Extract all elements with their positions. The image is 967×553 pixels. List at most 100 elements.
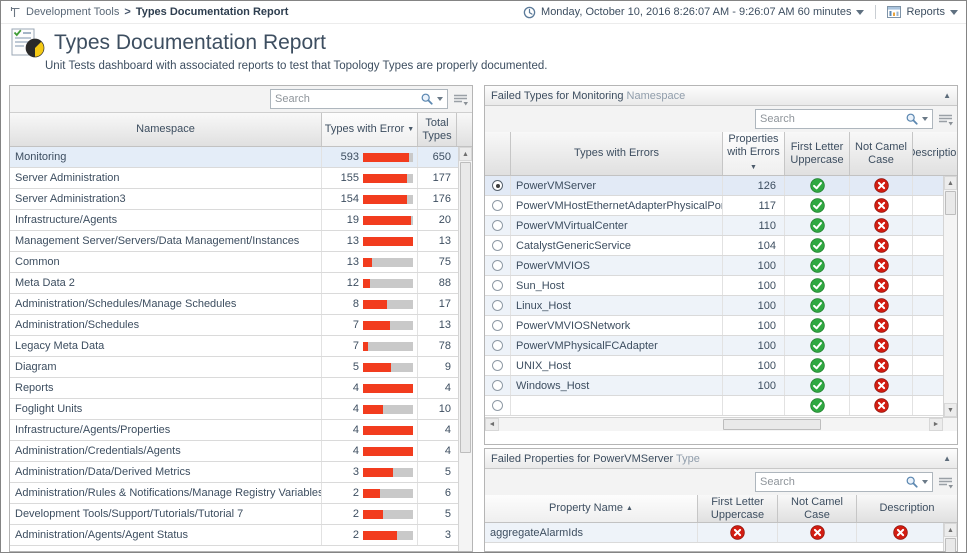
table-row[interactable]: Infrastructure/Agents 19 20 [10,210,458,231]
radio-button[interactable] [492,260,503,271]
scrollbar-track[interactable] [944,216,957,403]
table-customizer-icon[interactable] [452,93,469,106]
search-icon[interactable] [420,92,434,106]
radio-button[interactable] [492,320,503,331]
collapse-panel-icon[interactable]: ▲ [943,454,951,463]
scrollbar-thumb[interactable] [460,162,471,453]
scrollbar-thumb[interactable] [722,419,822,430]
types-with-error-cell: 2 [322,525,418,545]
table-row[interactable]: UNIX_Host 100 [485,356,943,376]
scrollbar-thumb[interactable] [945,538,956,552]
reports-dropdown-icon[interactable] [950,9,958,15]
table-row[interactable]: Management Server/Servers/Data Managemen… [10,231,458,252]
scroll-up-icon[interactable]: ▲ [459,147,472,161]
radio-button[interactable] [492,360,503,371]
table-row[interactable]: Legacy Meta Data 7 78 [10,336,458,357]
table-row[interactable]: PowerVMHostEthernetAdapterPhysicalPort 11… [485,196,943,216]
table-row[interactable]: PowerVMServer 126 [485,176,943,196]
radio-button[interactable] [492,180,503,191]
collapse-panel-icon[interactable]: ▲ [943,91,951,100]
table-row[interactable]: Linux_Host 100 [485,296,943,316]
radio-button[interactable] [492,340,503,351]
table-row[interactable]: Infrastructure/Agents/Properties 4 4 [10,420,458,441]
search-input[interactable] [760,113,902,125]
column-header-types-with-errors[interactable]: Types with Errors [511,132,723,175]
table-row[interactable] [485,396,943,416]
table-row[interactable]: Diagram 5 9 [10,357,458,378]
table-row[interactable]: Sun_Host 100 [485,276,943,296]
error-count: 155 [340,172,359,184]
column-header-namespace[interactable]: Namespace [10,113,322,146]
search-options-dropdown-icon[interactable] [437,97,443,101]
table-row[interactable]: PowerVMVIOSNetwork 100 [485,316,943,336]
scroll-right-icon[interactable]: ► [929,418,943,431]
scrollbar-thumb[interactable] [945,191,956,215]
table-row[interactable]: Administration/Credentials/Agents 4 4 [10,441,458,462]
error-ratio-bar-fill [363,257,372,267]
error-ratio-bar-fill [363,425,413,435]
table-row[interactable]: PowerVMPhysicalFCAdapter 100 [485,336,943,356]
table-row[interactable]: Administration/Rules & Notifications/Man… [10,483,458,504]
table-row[interactable]: aggregateAlarmIds [485,523,943,543]
namespaces-vertical-scrollbar[interactable]: ▲ [458,147,472,551]
scroll-left-icon[interactable]: ◄ [485,418,499,431]
failed-types-vertical-scrollbar[interactable]: ▲ ▼ [943,176,957,417]
search-input[interactable] [760,476,902,488]
table-row[interactable]: Administration/Schedules 7 13 [10,315,458,336]
type-name-cell: PowerVMPhysicalFCAdapter [511,336,723,355]
table-customizer-icon[interactable] [937,476,954,489]
radio-button[interactable] [492,220,503,231]
column-header-not-camel-case[interactable]: Not Camel Case [778,495,857,522]
search-options-dropdown-icon[interactable] [922,480,928,484]
table-row[interactable]: Reports 4 4 [10,378,458,399]
table-row[interactable]: CatalystGenericService 104 [485,236,943,256]
radio-button[interactable] [492,280,503,291]
scroll-up-icon[interactable]: ▲ [944,523,957,537]
column-header-not-camel-case[interactable]: Not Camel Case [850,132,913,175]
properties-with-errors-cell: 100 [723,376,785,395]
radio-button[interactable] [492,200,503,211]
scrollbar-track[interactable] [499,418,929,431]
search-options-dropdown-icon[interactable] [922,117,928,121]
scroll-down-icon[interactable]: ▼ [944,403,957,417]
up-level-icon[interactable] [9,6,21,18]
breadcrumb-section[interactable]: Development Tools [26,6,120,18]
table-row[interactable]: Administration/Schedules/Manage Schedule… [10,294,458,315]
table-row[interactable]: Common 13 75 [10,252,458,273]
table-row[interactable]: Server Administration 155 177 [10,168,458,189]
column-header-first-letter-uppercase[interactable]: First Letter Uppercase [698,495,778,522]
reports-menu-label[interactable]: Reports [906,6,945,18]
radio-button[interactable] [492,400,503,411]
column-header-types-with-error[interactable]: Types with Error ▼ [322,113,418,146]
table-row[interactable]: PowerVMVIOS 100 [485,256,943,276]
column-header-description[interactable]: Description [879,502,935,514]
table-row[interactable]: Server Administration3 154 176 [10,189,458,210]
column-header-first-letter-uppercase[interactable]: First Letter Uppercase [785,132,850,175]
search-icon[interactable] [905,475,919,489]
search-input[interactable] [275,93,417,105]
error-count: 3 [352,466,359,478]
scroll-up-icon[interactable]: ▲ [944,176,957,190]
failed-properties-vertical-scrollbar[interactable]: ▲ [943,523,957,552]
column-header-properties-with-errors[interactable]: Properties with Errors [723,132,785,175]
table-row[interactable]: Windows_Host 100 [485,376,943,396]
table-row[interactable]: Meta Data 2 12 88 [10,273,458,294]
failed-types-horizontal-scrollbar[interactable]: ◄ ► [485,417,957,431]
radio-button[interactable] [492,380,503,391]
radio-button[interactable] [492,300,503,311]
table-row[interactable]: PowerVMVirtualCenter 110 [485,216,943,236]
table-row[interactable]: Monitoring 593 650 [10,147,458,168]
time-range-dropdown-icon[interactable] [856,9,865,15]
radio-button[interactable] [492,240,503,251]
column-header-description[interactable]: Description [913,147,957,159]
search-icon[interactable] [905,112,919,126]
table-customizer-icon[interactable] [937,113,954,126]
table-row[interactable]: Foglight Units 4 10 [10,399,458,420]
description-cell [913,176,943,195]
table-row[interactable]: Administration/Agents/Agent Status 2 3 [10,525,458,546]
table-row[interactable]: Administration/Data/Derived Metrics 3 5 [10,462,458,483]
column-header-total-types[interactable]: Total Types [418,113,457,146]
table-row[interactable]: Development Tools/Support/Tutorials/Tuto… [10,504,458,525]
scrollbar-track[interactable] [459,454,472,551]
column-header-property-name[interactable]: Property Name ▲ [485,495,698,522]
